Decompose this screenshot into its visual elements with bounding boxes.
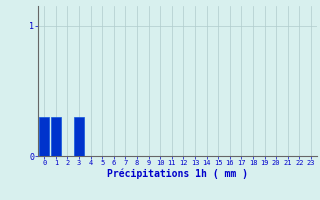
Bar xyxy=(74,117,84,156)
Bar xyxy=(39,117,49,156)
X-axis label: Précipitations 1h ( mm ): Précipitations 1h ( mm ) xyxy=(107,169,248,179)
Bar xyxy=(51,117,61,156)
